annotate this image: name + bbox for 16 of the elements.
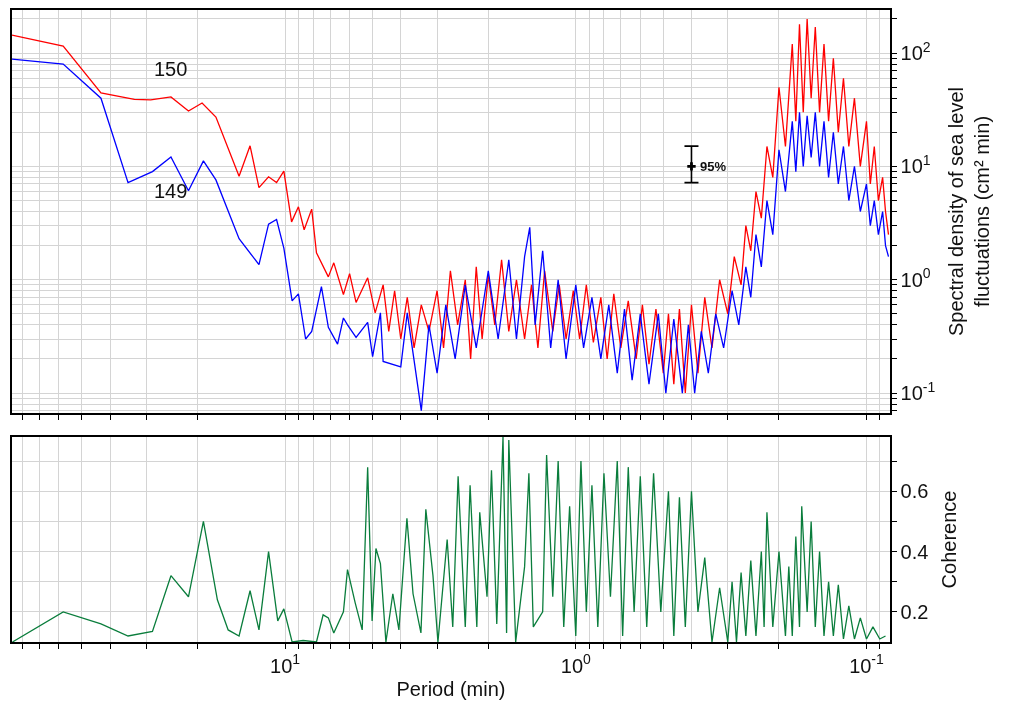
series-label: 95% [700, 159, 727, 174]
y-tick-label: 0.2 [900, 600, 929, 623]
y-tick-label: 0.6 [900, 480, 929, 503]
y-tick-label: 10$^{2}$ [900, 38, 931, 65]
y-tick-label: 10$^{-1}$ [900, 378, 936, 405]
x-tick-label: 10$^{-1}$ [849, 651, 885, 677]
x-axis-title: Period (min) [396, 677, 506, 700]
series-label: 150 [154, 58, 188, 80]
y-tick-label: 0.4 [900, 540, 929, 563]
x-tick-label: 10$^{1}$ [270, 651, 301, 677]
y-tick-label: 10$^{1}$ [900, 152, 931, 178]
y-axis-title: Coherence [937, 490, 960, 589]
series-label: 149 [154, 180, 188, 202]
y-tick-label: 10$^{0}$ [900, 265, 931, 291]
x-tick-label: 10$^{0}$ [560, 651, 592, 677]
y-axis-title: Spectral density of sea level fluctuations (cm² min) [944, 86, 993, 337]
